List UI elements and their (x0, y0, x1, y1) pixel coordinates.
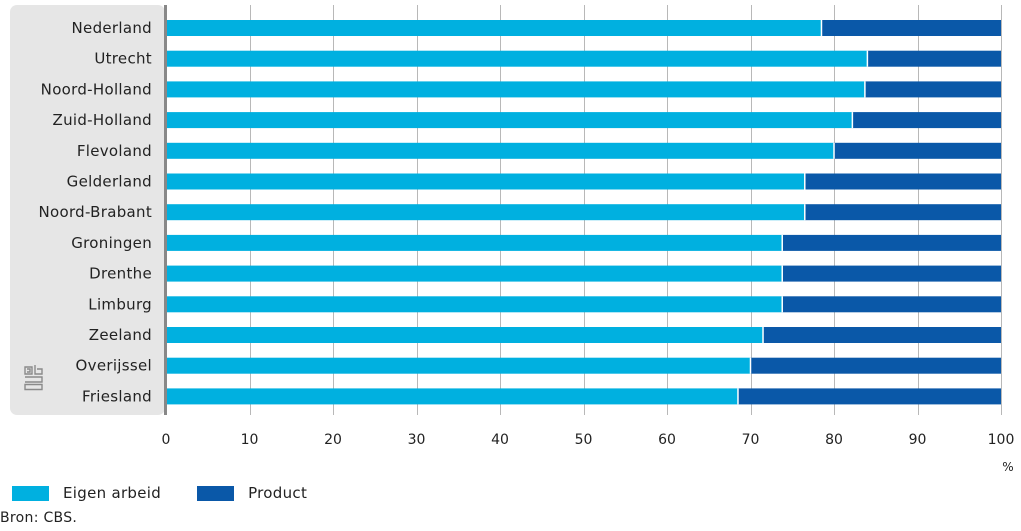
legend-swatch-product (197, 486, 234, 501)
x-tick-label: 60 (658, 432, 676, 448)
x-unit-label: % (1002, 460, 1013, 474)
bar-product-overijssel (751, 358, 1002, 374)
bar-eigen-arbeid-flevoland (166, 143, 834, 159)
bar-product-groningen (782, 235, 1001, 251)
x-tick-label: 90 (909, 432, 927, 448)
bar-eigen-arbeid-groningen (166, 235, 782, 251)
category-label: Noord-Brabant (38, 203, 152, 221)
category-label: Gelderland (67, 173, 152, 191)
bar-eigen-arbeid-noord-holland (166, 81, 865, 97)
x-tick-label: 40 (491, 432, 509, 448)
bar-product-zuid-holland (852, 112, 1001, 128)
category-label: Zeeland (89, 326, 152, 344)
category-label: Utrecht (94, 50, 152, 68)
x-tick-label: 50 (575, 432, 593, 448)
bar-product-friesland (738, 388, 1001, 404)
category-label: Overijssel (76, 357, 152, 375)
bars-group (166, 20, 1001, 404)
bar-eigen-arbeid-nederland (166, 20, 821, 36)
bar-eigen-arbeid-zuid-holland (166, 112, 852, 128)
x-tick-label: 70 (742, 432, 760, 448)
x-tick-label: 100 (988, 432, 1015, 448)
category-label: Flevoland (77, 142, 152, 160)
category-label: Drenthe (89, 265, 152, 283)
legend-item-product: Product (197, 484, 307, 502)
category-label: Groningen (71, 234, 152, 252)
bar-product-noord-holland (865, 81, 1001, 97)
bar-product-utrecht (867, 51, 1001, 67)
category-label: Nederland (72, 19, 152, 37)
bar-eigen-arbeid-limburg (166, 296, 782, 312)
bar-product-zeeland (763, 327, 1001, 343)
legend-label-eigen-arbeid: Eigen arbeid (63, 484, 161, 502)
category-label: Zuid-Holland (53, 111, 153, 129)
x-tick-label: 0 (162, 432, 171, 448)
bar-eigen-arbeid-noord-brabant (166, 204, 805, 220)
stacked-bar-chart: Nederland Utrecht Noord-Holland Zuid-Hollan… (0, 0, 1021, 480)
category-label: Limburg (88, 295, 152, 313)
bar-eigen-arbeid-gelderland (166, 174, 805, 190)
x-tick-labels: 0 10 20 30 40 50 60 70 80 90 100 (162, 432, 1015, 448)
category-label: Noord-Holland (41, 80, 152, 98)
x-tick-label: 10 (241, 432, 259, 448)
x-tick-label: 80 (825, 432, 843, 448)
x-tick-label: 20 (324, 432, 342, 448)
bar-eigen-arbeid-utrecht (166, 51, 867, 67)
bar-product-gelderland (805, 174, 1001, 190)
legend-item-eigen-arbeid: Eigen arbeid (12, 484, 161, 502)
bar-product-drenthe (782, 266, 1001, 282)
bar-eigen-arbeid-friesland (166, 388, 738, 404)
legend-label-product: Product (248, 484, 307, 502)
bar-eigen-arbeid-overijssel (166, 358, 751, 374)
source-note: Bron: CBS. (0, 510, 77, 526)
bar-product-nederland (821, 20, 1001, 36)
bar-product-flevoland (834, 143, 1001, 159)
category-label: Friesland (82, 387, 152, 405)
legend-swatch-eigen-arbeid (12, 486, 49, 501)
bar-eigen-arbeid-drenthe (166, 266, 782, 282)
legend: Eigen arbeid Product (12, 484, 343, 502)
x-tick-label: 30 (408, 432, 426, 448)
bar-eigen-arbeid-zeeland (166, 327, 763, 343)
bar-product-noord-brabant (805, 204, 1001, 220)
bar-product-limburg (782, 296, 1001, 312)
